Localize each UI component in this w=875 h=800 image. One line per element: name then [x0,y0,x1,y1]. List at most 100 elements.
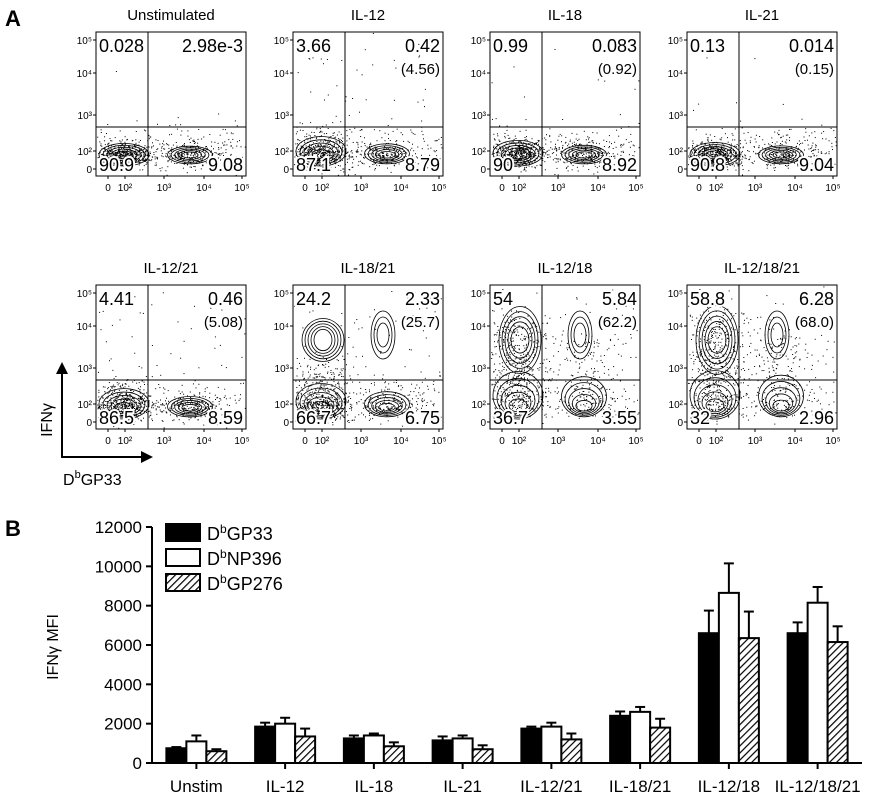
flow-event [436,155,438,157]
flow-event [521,152,523,154]
flow-event [741,165,743,167]
flow-event [127,153,129,154]
flow-event [225,160,227,162]
flow-event [559,158,561,160]
flow-event [109,151,111,153]
flow-event [307,166,308,168]
flow-event [560,152,562,154]
flow-event [119,403,121,405]
flow-event [725,154,727,156]
flow-event [359,111,360,113]
flow-event [134,158,136,160]
flow-event [111,150,113,152]
flow-event [531,157,533,159]
flow-event [630,133,632,135]
flow-event [771,137,773,139]
flow-event [348,155,350,157]
flow-event [358,328,360,330]
flow-event [729,155,731,157]
flow-event [528,155,530,157]
flow-event [319,157,321,159]
flow-event [780,161,782,163]
flow-event [772,158,774,160]
flow-event [513,156,515,158]
flow-event [363,163,365,165]
flow-event [501,158,503,160]
flow-event [515,151,517,153]
flow-event [98,153,100,155]
flow-event [193,407,195,409]
y-tick-label: 10⁵ [77,289,92,300]
flow-event [145,152,147,154]
flow-event [177,321,179,323]
flow-event [503,153,505,155]
flow-event [97,406,99,408]
flow-event [511,147,513,149]
flow-event [188,161,190,162]
flow-event [699,147,701,149]
flow-event [127,411,129,413]
flow-event [143,389,145,391]
flow-event [151,147,153,149]
flow-event [165,407,166,409]
flow-event [423,164,425,166]
flow-event [711,158,713,160]
flow-event [361,150,363,152]
flow-event [341,140,342,141]
flow-event [357,164,359,166]
flow-event [715,161,717,163]
flow-event [379,162,381,164]
flow-event [107,165,109,167]
y-tick-label: 10⁵ [471,36,486,47]
flow-event [310,156,312,158]
flow-event [124,398,126,399]
flow-event [232,138,234,140]
flow-event [395,320,397,322]
flow-event [758,145,760,147]
flow-event [140,152,142,154]
flow-event [575,151,577,153]
flow-event [120,407,122,408]
flow-event [127,413,129,415]
flow-event [393,148,395,150]
flow-event [110,150,111,152]
flow-event [118,389,120,391]
flow-event [197,413,199,415]
flow-event [503,145,505,147]
flow-event [140,412,142,414]
flow-event [108,149,110,151]
flow-event [815,149,817,151]
flow-event [435,140,437,142]
flow-event [127,395,128,397]
flow-event [138,146,140,148]
flow-event [535,142,537,144]
flow-event [429,154,431,156]
flow-event [135,142,137,144]
flow-event [310,91,312,93]
flow-event [186,154,188,156]
flow-event [155,151,157,153]
flow-event [149,136,151,138]
flow-event [531,144,533,146]
flow-event [709,151,711,153]
flow-event [304,345,306,347]
flow-event [815,146,817,148]
flow-event [120,399,122,401]
flow-event [117,162,119,164]
flow-event [326,133,328,134]
flow-event [698,149,700,151]
flow-event [789,154,791,156]
flow-event [518,148,520,150]
flow-event [177,152,179,154]
flow-event [379,156,381,158]
flow-event [121,154,123,156]
flow-event [327,169,329,171]
flow-event [350,151,352,153]
flow-event [203,424,205,426]
flow-event [520,153,522,154]
flow-event [357,146,359,148]
flow-event [781,140,783,142]
flow-event [776,155,778,156]
flow-event [393,399,395,401]
flow-event [306,158,308,160]
